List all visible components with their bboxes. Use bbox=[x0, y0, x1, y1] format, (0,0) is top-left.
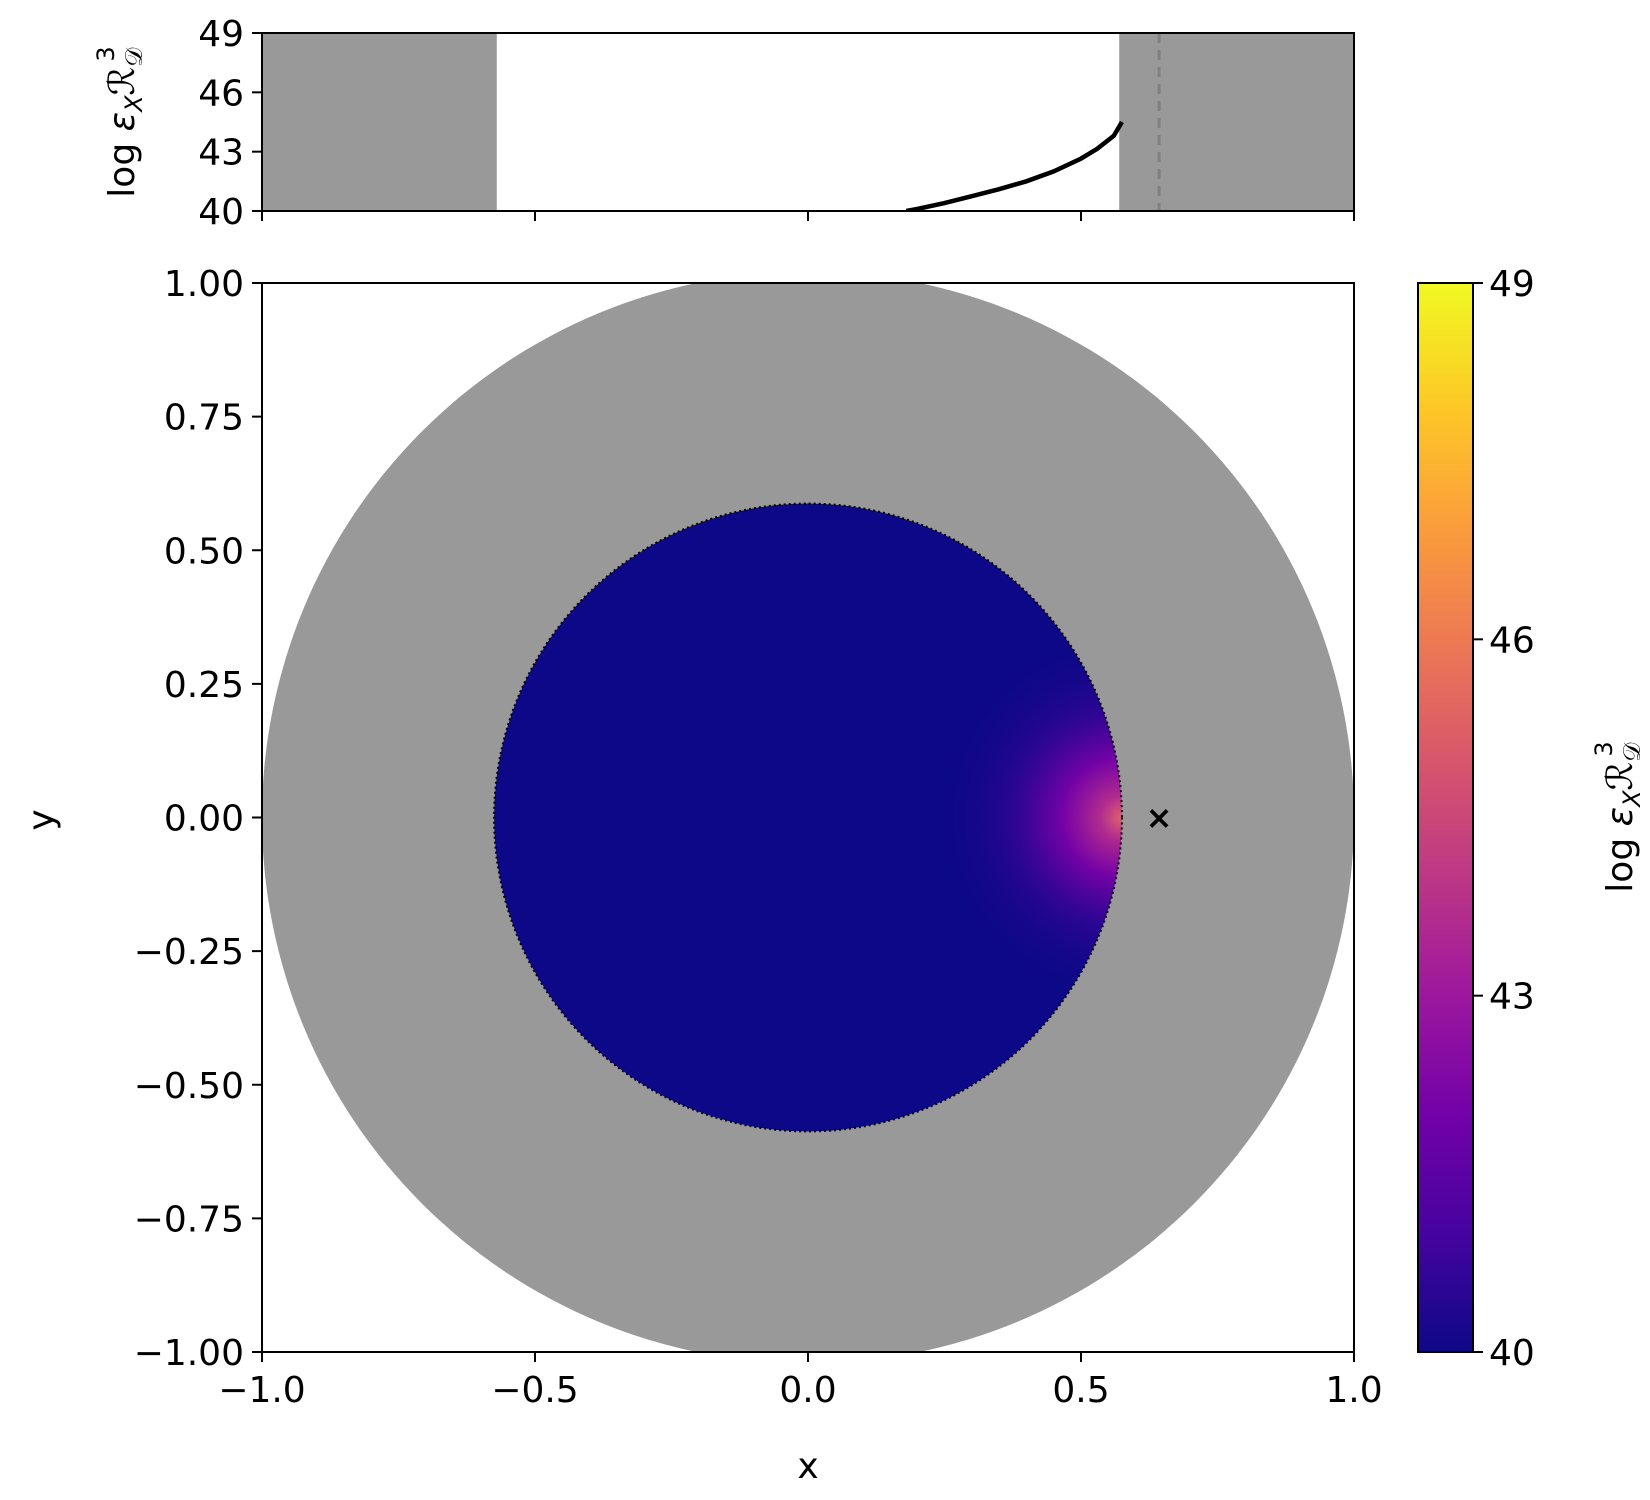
x-tick-label: 1.0 bbox=[1325, 1370, 1382, 1411]
x-tick-label: 0.0 bbox=[779, 1370, 836, 1411]
y-tick-label: 0.25 bbox=[164, 665, 244, 706]
colorbar-tick-label: 46 bbox=[1489, 620, 1535, 661]
top-ylabel-eps: ε bbox=[102, 112, 143, 131]
y-tick-label: 0.00 bbox=[164, 799, 244, 840]
top-x-ticks bbox=[261, 211, 1355, 221]
top-ylabel-R-sub: 𝒟 bbox=[120, 47, 148, 67]
y-axis-label: y bbox=[21, 809, 62, 830]
y-tick-label: 1.00 bbox=[164, 264, 244, 305]
x-tick-label: 0.5 bbox=[1052, 1370, 1109, 1411]
top-y-tick-label: 46 bbox=[198, 73, 244, 114]
y-tick-label: −1.00 bbox=[134, 1333, 244, 1374]
colorbar-bar bbox=[1417, 282, 1474, 1353]
top-y-tick-label: 43 bbox=[198, 133, 244, 174]
main-x-ticks: −1.0 −0.5 0.0 0.5 1.0 bbox=[218, 1352, 1383, 1411]
y-tick-label: 0.75 bbox=[164, 398, 244, 439]
colorbar-label: log εXℛ𝒟3 bbox=[1590, 741, 1646, 892]
top-ylabel-prefix: log bbox=[102, 131, 143, 197]
top-ylabel-R: ℛ bbox=[102, 67, 143, 96]
inner-disk bbox=[494, 503, 1122, 1132]
top-y-tick-label: 40 bbox=[198, 192, 244, 233]
marker-x: × bbox=[1146, 799, 1173, 837]
top-ylabel-eps-sub: X bbox=[120, 95, 148, 114]
x-tick-label: −0.5 bbox=[491, 1370, 578, 1411]
y-tick-label: 0.50 bbox=[164, 531, 244, 572]
top-ylabel-R-sup: 3 bbox=[92, 46, 120, 61]
top-shaded-region-1 bbox=[1119, 33, 1354, 211]
top-y-axis-label: log εXℛ𝒟3 bbox=[92, 46, 148, 197]
colorbar-ticks: 40 43 46 49 bbox=[1473, 264, 1535, 1374]
main-panel: × −1.0 −0.5 0.0 0.5 1.0 −1.00 −0.75 −0.50 −0.25… bbox=[21, 264, 1383, 1487]
top-shaded-region-0 bbox=[262, 33, 497, 211]
x-axis-label: x bbox=[797, 1446, 818, 1487]
y-tick-label: −0.50 bbox=[134, 1066, 244, 1107]
inner-disk-edge bbox=[493, 502, 1123, 1133]
colorbar-tick-label: 49 bbox=[1489, 264, 1535, 305]
top-panel: 40 43 46 49 log εXℛ𝒟3 bbox=[92, 14, 1355, 233]
y-tick-label: −0.75 bbox=[134, 1199, 244, 1240]
top-shaded-regions bbox=[262, 33, 1354, 211]
main-y-ticks: −1.00 −0.75 −0.50 −0.25 0.00 0.25 0.50 0.75 1.00 bbox=[134, 264, 262, 1374]
colorbar-tick-label: 40 bbox=[1489, 1333, 1535, 1374]
colorbar-tick-label: 43 bbox=[1489, 977, 1535, 1018]
top-series-line bbox=[905, 120, 1124, 211]
colorbar: 40 43 46 49 log εXℛ𝒟3 bbox=[1417, 264, 1646, 1374]
y-tick-label: −0.25 bbox=[134, 932, 244, 973]
top-y-ticks: 40 43 46 49 bbox=[198, 14, 262, 233]
x-tick-label: −1.0 bbox=[218, 1370, 305, 1411]
top-y-tick-label: 49 bbox=[198, 14, 244, 55]
